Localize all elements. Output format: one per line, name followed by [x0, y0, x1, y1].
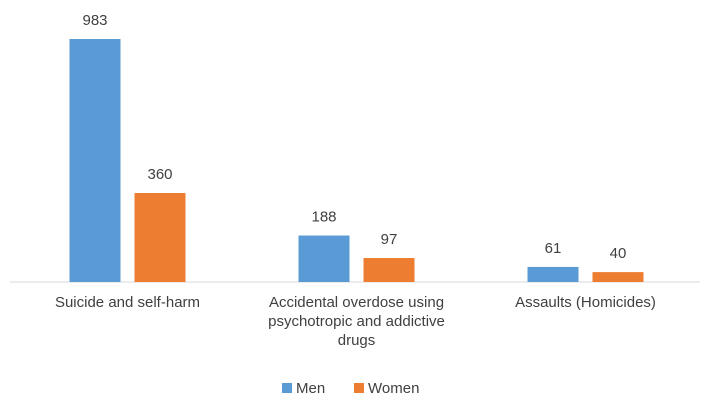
bar	[69, 39, 121, 282]
legend-item: Women	[354, 378, 419, 398]
legend-item: Men	[282, 378, 325, 398]
bar	[363, 258, 415, 282]
legend-swatch	[354, 383, 364, 393]
bar	[527, 266, 579, 282]
x-tick-label: Suicide and self-harm	[54, 294, 201, 311]
legend-label: Men	[296, 379, 326, 397]
value-label: 360	[147, 166, 172, 183]
value-label: 97	[381, 231, 398, 248]
legend-label: Women	[368, 379, 420, 397]
bar	[298, 235, 350, 282]
value-label: 40	[610, 245, 627, 262]
value-label: 983	[82, 12, 107, 29]
bar	[592, 272, 644, 282]
x-tick-label: Accidental overdose using psychotropic a…	[268, 294, 445, 349]
x-tick-label: Assaults (Homicides)	[515, 294, 656, 311]
value-label: 188	[311, 209, 336, 226]
bar	[134, 193, 186, 282]
value-label: 61	[545, 240, 562, 257]
legend-swatch	[282, 383, 292, 393]
